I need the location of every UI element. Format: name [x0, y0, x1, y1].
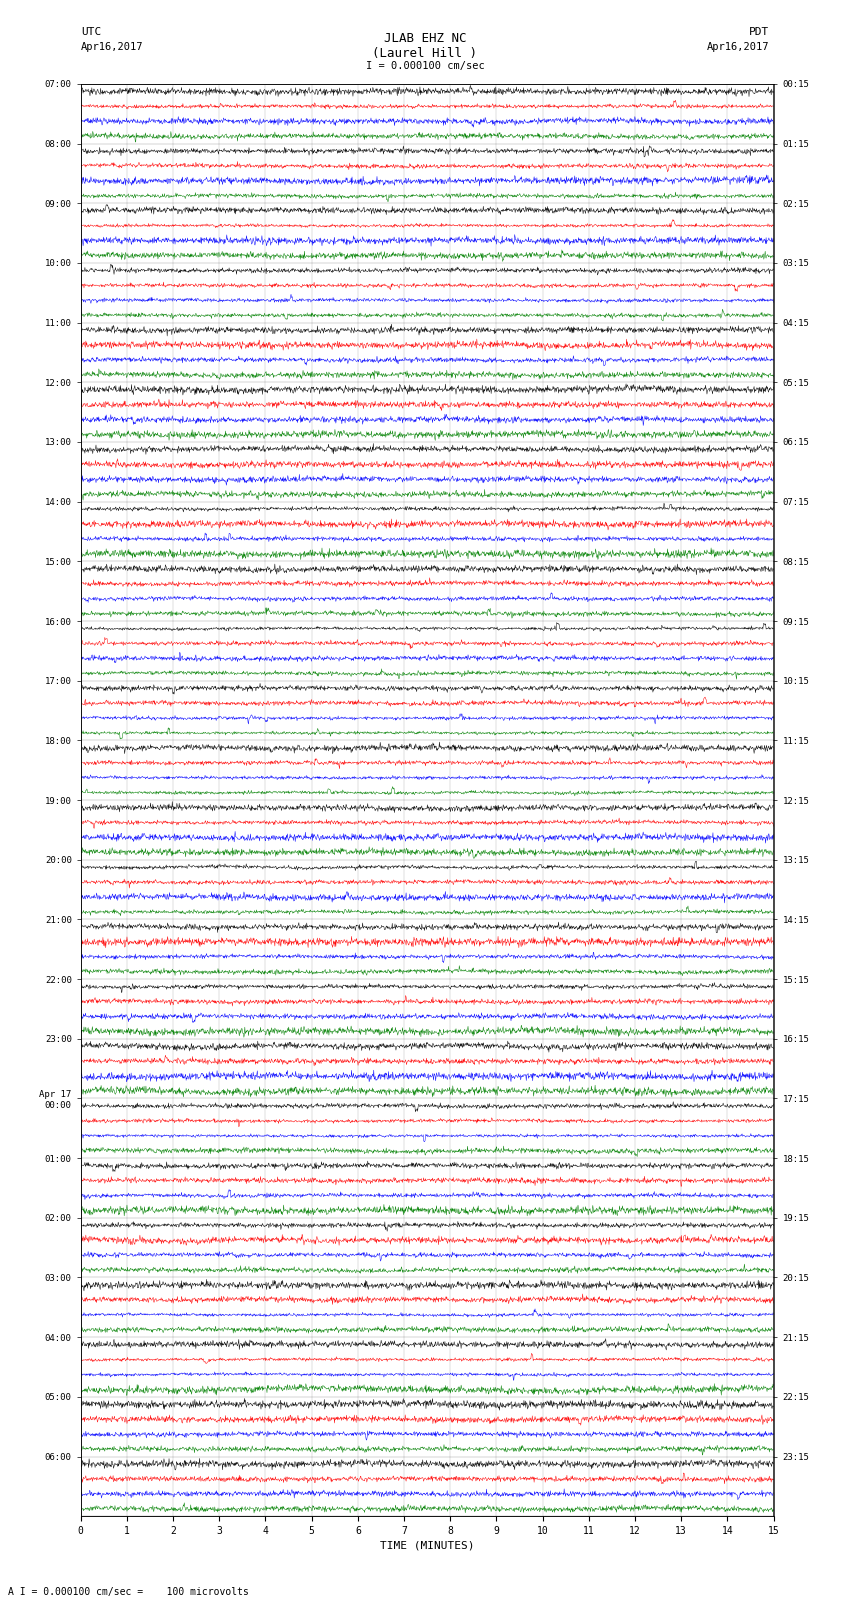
Text: Apr16,2017: Apr16,2017 [81, 42, 144, 52]
Text: UTC: UTC [81, 27, 101, 37]
Text: A I = 0.000100 cm/sec =    100 microvolts: A I = 0.000100 cm/sec = 100 microvolts [8, 1587, 249, 1597]
Text: PDT: PDT [749, 27, 769, 37]
Text: (Laurel Hill ): (Laurel Hill ) [372, 47, 478, 60]
Text: I = 0.000100 cm/sec: I = 0.000100 cm/sec [366, 61, 484, 71]
Text: Apr16,2017: Apr16,2017 [706, 42, 769, 52]
X-axis label: TIME (MINUTES): TIME (MINUTES) [380, 1540, 474, 1550]
Text: JLAB EHZ NC: JLAB EHZ NC [383, 32, 467, 45]
